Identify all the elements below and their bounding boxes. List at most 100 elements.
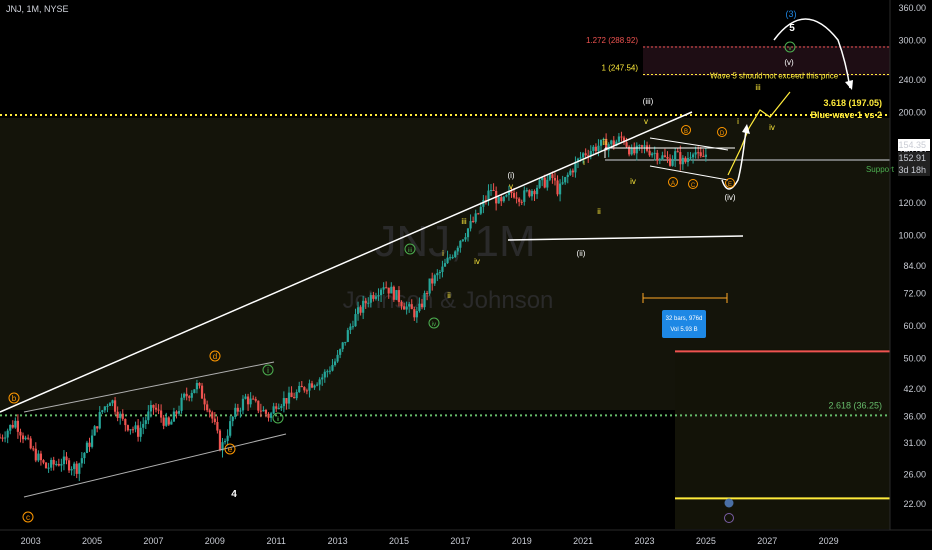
candle-body [392,286,395,300]
candle-body [451,257,454,259]
candle-body [681,157,684,165]
candle-body [656,152,659,161]
x-tick-label: 2015 [389,536,409,546]
candle-body [579,157,582,159]
candle-body [257,400,260,411]
candle-body [331,365,334,371]
candle-body [625,142,628,147]
candle-body [474,213,477,222]
wave-label-A-circle [668,177,678,187]
y-tick-label: 360.00 [898,3,926,13]
candle-body [553,178,557,181]
candle-body [359,307,362,313]
projected-wave-path[interactable] [727,91,791,176]
candle-body [556,180,559,195]
candle-body [170,421,173,425]
symbol-header[interactable]: JNJ, 1M, NYSE [6,4,69,14]
candle-body [259,410,262,412]
candle-body [339,349,342,355]
wave-iv-arrowhead [742,124,750,134]
candle-body [93,426,96,436]
candle-body [377,295,380,297]
candle-body [85,442,89,453]
candle-body [564,177,567,183]
triangle-lower[interactable] [649,165,729,181]
candle-body [599,139,603,146]
candle-body [16,420,20,432]
neckline[interactable] [507,235,744,241]
candle-body [397,290,401,303]
candle-body [336,354,339,362]
candle-body [382,287,385,290]
candle-body [1,437,4,439]
wave-iv-arc[interactable] [721,129,747,190]
candle-body [52,459,55,465]
candle-body [684,157,687,163]
candle-body [658,158,661,161]
candle-body [4,437,7,439]
candle-body [699,152,702,157]
candle-body [244,396,247,399]
wave-label-i-proj: i [737,117,739,126]
candle-body [198,383,201,386]
candle-body [502,196,505,202]
candle-body [34,448,37,461]
candle-body [316,384,319,386]
wave-5-arc[interactable] [773,18,851,89]
y-tick-label: 60.00 [903,321,926,331]
fib-2618-label: 2.618 (36.25) [828,400,882,410]
candle-body [620,136,623,138]
candle-body [175,411,178,414]
price-tag-box [898,164,930,176]
candle-body [379,289,383,296]
candle-body [633,147,636,154]
candle-body [576,158,580,162]
candle-body [668,158,672,166]
candle-body [208,410,211,413]
candle-body [702,156,705,158]
candle-body [456,247,459,252]
candle-body [62,456,66,465]
candle-body [446,257,449,264]
candle-body [239,410,242,412]
candle-body [630,147,633,155]
candle-body [341,342,344,350]
candle-body [535,187,539,195]
candle-body [275,406,278,409]
x-tick-label: 2017 [450,536,470,546]
candle-body [119,413,122,418]
channel-lower[interactable] [23,433,287,498]
candle-body [44,462,48,469]
channel-upper[interactable] [23,361,275,413]
candle-body [602,138,605,140]
wave-label-v-green: v [789,46,792,52]
wave-label-v-yellow-2: v [644,117,648,126]
candle-body [321,377,324,380]
watermark-company: Johnson & Johnson [343,287,554,314]
x-tick-label: 2005 [82,536,102,546]
wave-label-e: e [228,445,233,454]
candle-body [226,435,229,441]
candle-body [518,198,521,202]
candle-body [137,425,140,437]
x-tick-label: 2029 [819,536,839,546]
candle-body [441,266,444,273]
upper-trendline[interactable] [0,111,693,413]
wave-label-ii-green-circle [272,412,284,424]
y-tick-label: 300.00 [898,35,926,45]
candle-body [461,239,465,241]
bottom-icon-1 [724,498,734,508]
candle-body [362,300,365,313]
candle-body [231,416,234,422]
candle-body [640,145,644,147]
wave-label-iii-green: iii [408,248,412,254]
candle-body [507,191,511,196]
candle-body [218,430,222,451]
wave-label-iv-green-circle [428,317,440,329]
wave-label-i-green: i [267,366,269,375]
candle-body [551,174,554,179]
measure-box[interactable] [662,310,706,338]
wave-label-iii-green-circle [404,243,416,255]
wave-labels: b c d e 4 i ii iii iv i ii iii iv v (i) … [8,9,797,523]
